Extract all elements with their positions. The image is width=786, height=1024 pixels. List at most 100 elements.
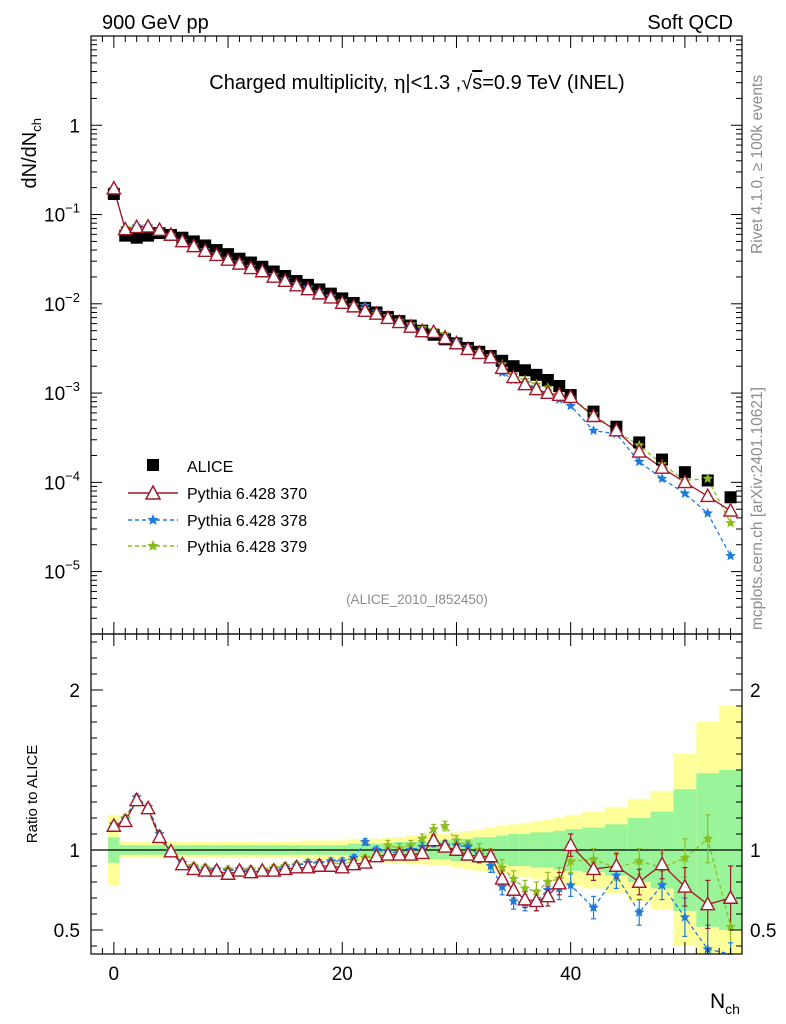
main-point-p370 — [722, 502, 739, 517]
ratio-point-p379 — [428, 823, 439, 834]
ratio-point-p370 — [277, 860, 293, 876]
ratio-point-p378 — [508, 895, 519, 906]
main-point-p370 — [311, 285, 328, 300]
main-point-p370 — [243, 259, 259, 275]
ratio-point-p370 — [482, 847, 499, 863]
ratio-point-p370 — [151, 828, 168, 844]
ratio-uncertainty-bands — [108, 706, 742, 954]
title-suffix: =0.9 TeV (INEL) — [482, 72, 624, 94]
ratio-point-p379 — [416, 833, 428, 844]
ratio-point-p370 — [334, 859, 351, 874]
main-point-p370 — [585, 407, 602, 423]
ratio-point-p370 — [448, 841, 465, 856]
main-y-tick-label-base: 10 — [44, 473, 65, 494]
x-tick-label: 20 — [332, 964, 353, 985]
main-y-tick-label: 10−1 — [44, 201, 80, 227]
main-point-p370 — [414, 322, 431, 338]
main-point-p370 — [402, 318, 419, 333]
ratio-point-p378 — [633, 906, 645, 917]
main-point-p370 — [540, 384, 556, 400]
ratio-point-p370 — [197, 862, 214, 877]
main-point-p370 — [699, 487, 716, 503]
ratio-point-p370 — [608, 857, 625, 872]
x-tick-label: 0 — [109, 964, 120, 985]
legend-marker-p370 — [144, 484, 162, 500]
ratio-point-p370 — [631, 873, 648, 888]
ratio-point-p370 — [517, 891, 533, 906]
main-y-tick-label-exponent: −3 — [65, 379, 80, 394]
main-point-alice — [130, 231, 143, 244]
main-y-tick-label: 1 — [69, 116, 80, 137]
x-axis-label: Nch — [710, 990, 740, 1017]
ratio-point-p370 — [437, 838, 453, 853]
ratio-point-p379 — [679, 852, 691, 863]
main-y-tick-label-base: 1 — [69, 116, 80, 137]
legend-marker-alice — [147, 459, 159, 471]
ratio-point-p379 — [565, 855, 576, 866]
ratio-point-p378 — [462, 841, 474, 852]
ratio-point-p370 — [699, 895, 716, 911]
main-point-p370 — [517, 375, 533, 391]
ratio-point-p370 — [231, 862, 248, 877]
ratio-point-p378 — [656, 879, 668, 890]
main-point-p370 — [174, 232, 191, 248]
main-point-p370 — [677, 473, 693, 489]
title-s: s — [472, 72, 482, 94]
main-point-p379 — [702, 473, 713, 484]
main-y-tick-label-base: 10 — [44, 563, 65, 584]
main-point-alice — [519, 364, 531, 377]
ratio-y-tick-label-left: 0.5 — [54, 921, 80, 942]
main-point-p370 — [528, 380, 545, 396]
ratio-y-tick-label-right: 0.5 — [750, 921, 776, 942]
main-point-p370 — [494, 359, 510, 375]
ratio-point-p379 — [508, 873, 519, 884]
main-y-axis-label: dN/dNch — [19, 118, 44, 188]
legend-marker-p378 — [147, 514, 159, 525]
main-point-p378 — [702, 507, 713, 518]
rivet-version-label: Rivet 4.1.0, ≥ 100k events — [749, 75, 766, 254]
ratio-point-p370 — [117, 812, 134, 828]
ratio-point-p370 — [288, 859, 305, 874]
main-point-alice — [119, 229, 132, 242]
main-point-p378 — [565, 400, 576, 411]
ratio-point-p370 — [345, 855, 362, 871]
ratio-point-p370 — [323, 857, 339, 872]
ratio-point-p370 — [300, 859, 316, 874]
ratio-point-p370 — [106, 817, 122, 832]
main-point-p370 — [197, 242, 214, 257]
ratio-point-p370 — [254, 862, 271, 877]
main-point-p370 — [448, 334, 465, 350]
main-y-tick-label-base: 10 — [44, 295, 65, 316]
main-point-p370 — [631, 443, 648, 458]
ratio-point-p370 — [722, 889, 739, 904]
ratio-point-p370 — [528, 892, 545, 908]
main-y-tick-label-exponent: −5 — [65, 558, 80, 573]
main-y-tick-labels: 10−510−410−310−210−11 — [44, 116, 80, 583]
ratio-axis-ticks — [90, 634, 743, 954]
main-series-layer — [106, 180, 739, 561]
main-point-p370 — [482, 349, 499, 364]
main-point-p378 — [588, 425, 599, 436]
ratio-point-p370 — [585, 860, 602, 876]
ratio-point-p370 — [402, 846, 419, 861]
ratio-point-p370 — [185, 860, 202, 876]
main-y-tick-label: 10−2 — [44, 290, 80, 316]
main-point-p370 — [128, 218, 145, 234]
ratio-point-p370 — [471, 847, 488, 863]
ratio-y-tick-label-left: 1 — [69, 841, 80, 862]
ratio-point-p370 — [128, 791, 145, 807]
main-point-p370 — [357, 302, 373, 317]
main-point-p370 — [163, 226, 179, 241]
main-y-tick-label-exponent: −2 — [65, 290, 80, 305]
main-ylabel-sub: ch — [29, 118, 44, 132]
legend-marker-p379 — [147, 540, 159, 551]
title-prefix: Charged multiplicity, — [209, 72, 393, 94]
ratio-point-p370 — [425, 831, 442, 847]
main-point-p370 — [368, 305, 385, 320]
ratio-point-p370 — [220, 865, 236, 880]
main-y-tick-label-exponent: −1 — [65, 201, 80, 216]
x-tick-labels: 0 20 40 — [109, 964, 582, 985]
ratio-point-p370 — [163, 843, 179, 858]
main-ylabel-main: dN/dN — [19, 132, 41, 189]
main-point-p370 — [562, 388, 579, 404]
